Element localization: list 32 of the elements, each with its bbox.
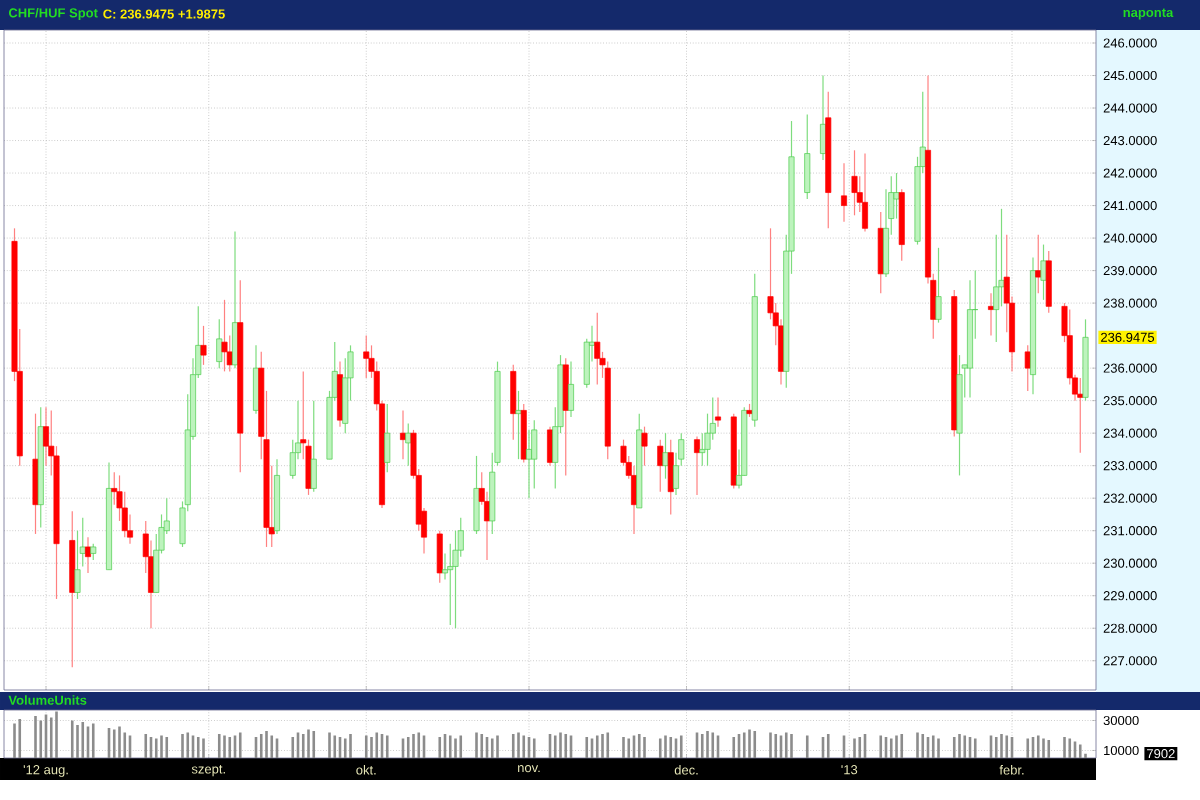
candlestick	[568, 361, 574, 418]
candlestick	[85, 536, 91, 574]
candlestick	[715, 396, 721, 428]
candlestick	[877, 211, 884, 294]
candlestick	[935, 247, 942, 324]
candlestick	[436, 530, 443, 584]
candlestick	[1077, 377, 1084, 454]
candlestick	[74, 530, 81, 600]
candlestick	[43, 406, 49, 467]
candlestick	[310, 400, 317, 493]
candlestick	[667, 439, 674, 516]
candlestick	[694, 435, 700, 496]
candlestick	[1035, 234, 1042, 294]
candlestick	[510, 364, 517, 441]
candlestick	[384, 403, 391, 473]
candlestick	[1045, 250, 1052, 314]
candlestick	[1024, 344, 1031, 392]
candlestick	[200, 325, 207, 366]
candlestick	[841, 162, 847, 223]
candlestick	[531, 419, 538, 490]
candlestick	[641, 426, 648, 467]
candlestick	[893, 172, 900, 220]
candlestick	[473, 455, 480, 535]
candlestick	[862, 152, 868, 233]
candlestick	[221, 299, 228, 372]
candlestick	[851, 149, 858, 216]
candlestick	[216, 318, 223, 369]
candlestick	[363, 335, 370, 379]
candlestick	[804, 113, 811, 200]
candlestick	[657, 439, 664, 493]
candlestick	[562, 357, 569, 477]
candlestick	[594, 312, 601, 385]
